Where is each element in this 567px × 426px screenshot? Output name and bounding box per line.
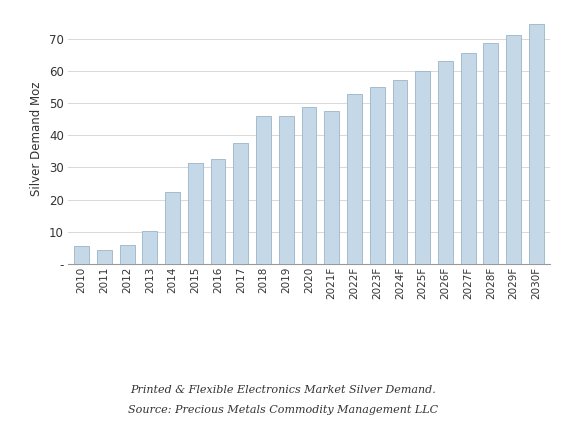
- Bar: [256, 116, 271, 264]
- Bar: [234, 143, 248, 264]
- Bar: [74, 246, 89, 264]
- Bar: [142, 231, 157, 264]
- Bar: [211, 159, 226, 264]
- Bar: [506, 35, 521, 264]
- Bar: [120, 245, 134, 264]
- Bar: [347, 94, 362, 264]
- Bar: [415, 71, 430, 264]
- Bar: [324, 111, 339, 264]
- Bar: [370, 87, 384, 264]
- Bar: [484, 43, 498, 264]
- Bar: [302, 107, 316, 264]
- Bar: [279, 116, 294, 264]
- Bar: [165, 192, 180, 264]
- Bar: [392, 81, 407, 264]
- Y-axis label: Silver Demand Moz: Silver Demand Moz: [31, 81, 44, 196]
- Bar: [438, 61, 453, 264]
- Bar: [529, 24, 544, 264]
- Text: Source: Precious Metals Commodity Management LLC: Source: Precious Metals Commodity Manage…: [129, 405, 438, 415]
- Bar: [461, 53, 476, 264]
- Bar: [97, 250, 112, 264]
- Bar: [188, 163, 203, 264]
- Text: Printed & Flexible Electronics Market Silver Demand.: Printed & Flexible Electronics Market Si…: [130, 385, 437, 395]
